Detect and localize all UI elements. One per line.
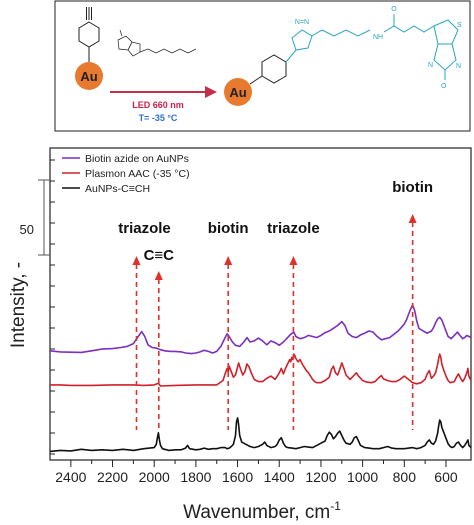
annotation-arrowhead-4 [408,214,417,223]
legend-label-plasmon: Plasmon AAC (-35 °C) [85,168,190,180]
gold-particle-product-icon [224,78,252,106]
svg-text:O: O [391,6,397,13]
legend-label-biotin: Biotin azide on AuNPs [85,153,189,165]
legend-label-aunps: AuNPs-C≡CH [85,183,150,195]
product-au-label: Au [229,85,246,100]
plot-frame [49,147,472,461]
series-line-1 [50,353,472,387]
x-axis-label-text: Wavenumber, cm [183,502,330,523]
x-tick-label-2200: 2200 [97,469,128,485]
svg-text:O: O [441,83,447,90]
biotin-azide-reagent-icon [117,29,197,57]
svg-text:N: N [456,63,461,70]
series-line-2 [49,417,472,453]
series-group [49,304,472,453]
x-tick-label-1400: 1400 [264,469,295,485]
annotation-label-4: biotin [392,179,433,196]
gold-particle-reactant-icon [75,62,103,90]
x-tick-label-1800: 1800 [180,469,211,485]
annotation-label-2: biotin [208,220,249,237]
annotation-arrowhead-1 [154,271,163,280]
reactant-molecule-icon [78,7,100,62]
svg-text:N=N: N=N [295,19,309,26]
annotation-arrowhead-2 [224,256,233,265]
scale-bar: 50 [20,179,50,256]
legend: Biotin azide on AuNPs Plasmon AAC (-35 °… [62,153,190,195]
x-tick-label-1000: 1000 [347,469,378,485]
annotation-arrowhead-3 [289,256,298,265]
reaction-arrow [110,86,217,98]
x-axis-label-superscript: -1 [330,499,341,513]
x-tick-label-2400: 2400 [55,469,86,485]
x-tick-label-800: 800 [393,469,417,485]
y-axis-ticks [50,159,55,455]
annotation-label-3: triazole [267,220,320,237]
annotation-arrowhead-0 [132,256,141,265]
x-tick-label-600: 600 [434,469,458,485]
annotation-label-0: triazole [118,220,171,237]
annotation-label-1: C≡C [144,247,175,264]
x-axis-tick-labels: 2400 2200 2000 1800 1600 1400 1200 1000 800 600 [55,469,458,485]
product-molecule-icon: N=N NH O S N N O [249,6,462,90]
spectrum-chart: 2400 2200 2000 1800 1600 1400 1200 1000 800 600 t… [8,147,472,523]
svg-text:N: N [428,62,433,69]
scale-bar-label: 50 [20,222,34,237]
svg-text:NH: NH [373,34,383,41]
x-axis-label: Wavenumber, cm-1 [183,499,341,523]
reactant-au-label: Au [80,69,97,84]
series-line-0 [49,304,472,355]
annotation-group: triazole C≡C biotin triazole biotin [118,179,433,430]
condition-temp-label: T= -35 °C [139,113,178,123]
svg-text:S: S [457,22,462,29]
x-tick-label-2000: 2000 [139,469,170,485]
x-tick-label-1200: 1200 [305,469,336,485]
condition-light-label: LED 660 nm [132,100,184,110]
x-axis-ticks [70,460,447,467]
reaction-scheme: Au LED 660 nm T= -35 °C Au N=N NH [54,0,471,132]
x-tick-label-1600: 1600 [222,469,253,485]
y-axis-label: Intensity, - [8,262,29,348]
